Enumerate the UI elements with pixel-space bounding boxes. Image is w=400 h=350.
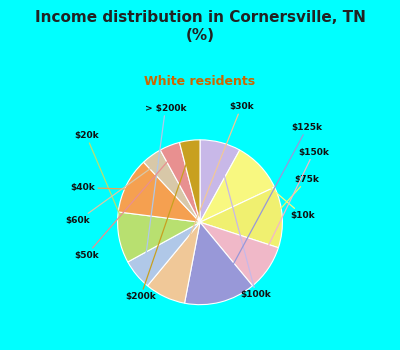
Text: $75k: $75k <box>272 175 320 218</box>
Text: $150k: $150k <box>260 148 329 263</box>
Wedge shape <box>128 222 200 286</box>
Wedge shape <box>200 150 274 222</box>
Wedge shape <box>200 222 278 286</box>
Text: $10k: $10k <box>253 173 315 220</box>
Text: $20k: $20k <box>74 131 129 236</box>
Text: $40k: $40k <box>70 183 135 192</box>
Wedge shape <box>118 212 200 262</box>
Wedge shape <box>200 140 240 222</box>
Text: $30k: $30k <box>169 102 254 288</box>
Text: $60k: $60k <box>66 163 157 225</box>
Wedge shape <box>200 187 282 248</box>
Wedge shape <box>118 162 200 222</box>
Text: > $200k: > $200k <box>144 104 186 268</box>
Text: $125k: $125k <box>218 123 323 293</box>
Text: $50k: $50k <box>74 155 173 260</box>
Wedge shape <box>180 140 200 222</box>
Text: $200k: $200k <box>125 150 191 301</box>
Wedge shape <box>144 150 200 222</box>
Wedge shape <box>184 222 252 304</box>
Wedge shape <box>160 142 200 222</box>
Wedge shape <box>148 222 200 303</box>
Text: White residents: White residents <box>144 75 256 88</box>
Text: Income distribution in Cornersville, TN
(%): Income distribution in Cornersville, TN … <box>34 10 366 43</box>
Text: $100k: $100k <box>218 152 272 299</box>
